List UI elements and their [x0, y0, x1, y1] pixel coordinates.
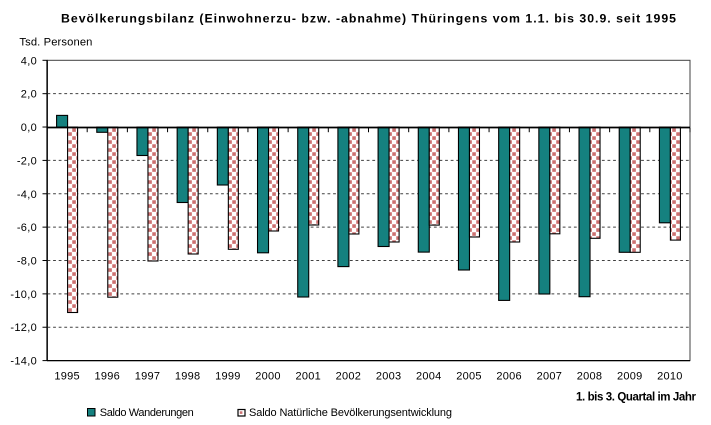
svg-text:Tsd. Personen: Tsd. Personen	[19, 36, 92, 48]
svg-text:Saldo Wanderungen: Saldo Wanderungen	[100, 407, 194, 419]
svg-text:2006: 2006	[496, 370, 521, 382]
svg-text:Bevölkerungsbilanz (Einwohnerz: Bevölkerungsbilanz (Einwohnerzu- bzw. -a…	[61, 12, 676, 26]
svg-text:0,0: 0,0	[21, 122, 37, 134]
svg-text:-12,0: -12,0	[10, 322, 37, 334]
svg-text:1999: 1999	[215, 370, 240, 382]
svg-text:-8,0: -8,0	[17, 256, 37, 268]
svg-text:1996: 1996	[95, 370, 120, 382]
svg-text:-2,0: -2,0	[17, 155, 37, 167]
svg-text:2007: 2007	[537, 370, 562, 382]
svg-text:-4,0: -4,0	[17, 189, 37, 201]
svg-text:2001: 2001	[295, 370, 320, 382]
svg-text:2,0: 2,0	[21, 89, 37, 101]
svg-text:2004: 2004	[416, 370, 441, 382]
svg-text:1997: 1997	[135, 370, 160, 382]
svg-text:2005: 2005	[456, 370, 481, 382]
svg-text:2000: 2000	[255, 370, 280, 382]
svg-text:4,0: 4,0	[21, 55, 37, 67]
svg-text:2010: 2010	[657, 370, 682, 382]
svg-text:1. bis 3. Quartal im Jahr: 1. bis 3. Quartal im Jahr	[576, 392, 697, 404]
svg-text:2002: 2002	[336, 370, 361, 382]
svg-text:2003: 2003	[376, 370, 401, 382]
svg-text:Saldo Natürliche Bevölkerungse: Saldo Natürliche Bevölkerungsentwicklung	[249, 407, 452, 419]
svg-text:-6,0: -6,0	[17, 222, 37, 234]
svg-text:-10,0: -10,0	[10, 289, 37, 301]
svg-text:2009: 2009	[617, 370, 642, 382]
svg-text:1995: 1995	[54, 370, 79, 382]
svg-text:-14,0: -14,0	[10, 356, 37, 368]
svg-text:2008: 2008	[577, 370, 602, 382]
svg-text:1998: 1998	[175, 370, 200, 382]
